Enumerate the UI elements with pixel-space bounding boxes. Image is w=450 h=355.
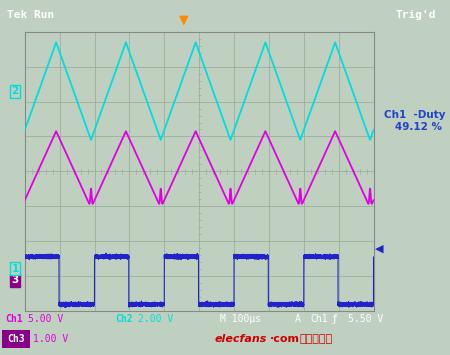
Text: 2: 2 — [11, 86, 18, 96]
FancyBboxPatch shape — [2, 330, 30, 348]
Text: Ch1  -Duty
   49.12 %: Ch1 -Duty 49.12 % — [384, 110, 446, 132]
Text: 1: 1 — [11, 264, 18, 274]
Text: A: A — [295, 314, 301, 324]
Text: 电子发烧友: 电子发烧友 — [300, 334, 333, 344]
Text: Ch1: Ch1 — [310, 314, 328, 324]
Text: Ch1: Ch1 — [5, 314, 23, 324]
Text: 5.00 V: 5.00 V — [28, 314, 63, 324]
Text: ƒ: ƒ — [333, 314, 337, 324]
Text: Ch2: Ch2 — [115, 314, 133, 324]
Text: 3: 3 — [11, 275, 18, 285]
Text: Tek Run: Tek Run — [7, 10, 54, 20]
Text: Trig'd: Trig'd — [396, 10, 436, 20]
Text: elecfans: elecfans — [215, 334, 267, 344]
Text: 2.00 V: 2.00 V — [138, 314, 173, 324]
Text: ◀: ◀ — [375, 243, 384, 253]
Text: 5.50 V: 5.50 V — [348, 314, 383, 324]
Text: Ch3: Ch3 — [7, 334, 25, 344]
Text: M 100μs: M 100μs — [220, 314, 261, 324]
Text: ·com: ·com — [270, 334, 300, 344]
Text: 1.00 V: 1.00 V — [33, 334, 68, 344]
Text: ▼: ▼ — [179, 13, 188, 26]
